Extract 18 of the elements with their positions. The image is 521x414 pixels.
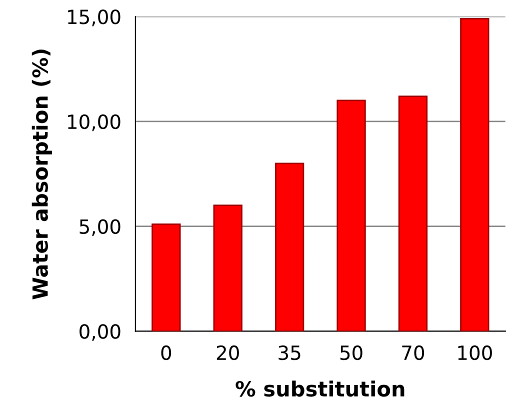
x-tick-label: 20: [216, 345, 239, 360]
y-tick-label: 10,00: [68, 114, 120, 132]
y-axis-title: Water absorption (%): [32, 50, 52, 300]
x-tick-label: 50: [340, 345, 362, 360]
x-tick-label: 70: [402, 345, 424, 360]
bar: [152, 224, 181, 332]
x-tick-label: 0: [161, 345, 172, 360]
bar: [398, 96, 428, 332]
y-tick-label: 15,00: [68, 10, 120, 26]
y-tick-label: 5,00: [80, 219, 120, 236]
bar: [336, 100, 366, 332]
bar: [213, 204, 242, 332]
bar: [460, 18, 490, 332]
y-tick-label: 0,00: [80, 324, 120, 341]
x-axis-title: % substitution: [236, 380, 404, 397]
x-tick-label: 35: [278, 345, 300, 360]
bar: [274, 162, 304, 332]
x-tick-label: 100: [458, 345, 492, 360]
